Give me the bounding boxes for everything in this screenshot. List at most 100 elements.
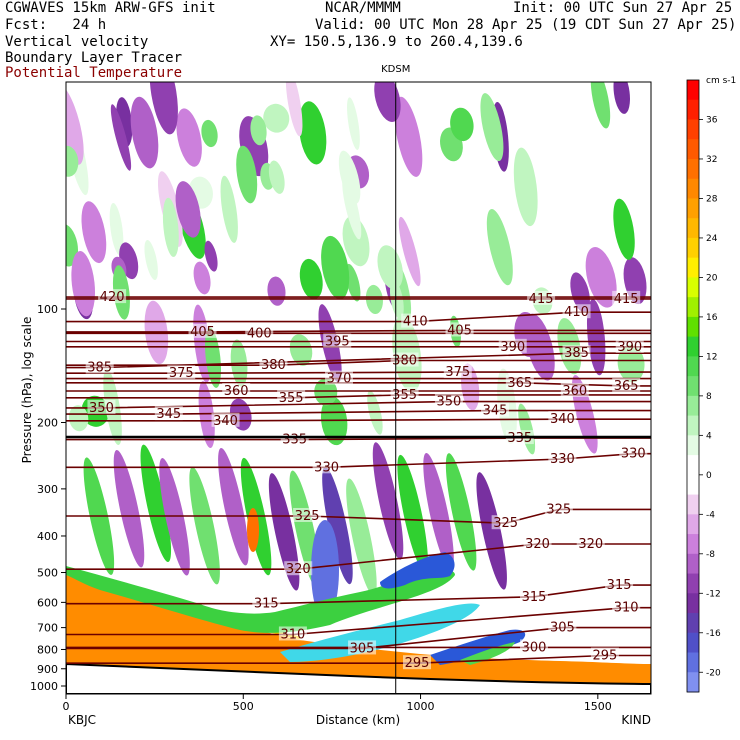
theta-label: 340 [213, 414, 238, 429]
colorbar-swatch [687, 395, 699, 417]
theta-contour [66, 329, 651, 333]
theta-label: 395 [325, 335, 350, 350]
theta-contour [66, 371, 651, 374]
y-tick-label: 100 [37, 303, 58, 316]
theta-label-bg [325, 370, 353, 385]
theta-label: 345 [156, 407, 181, 422]
field-potential-temperature: Potential Temperature [5, 65, 183, 81]
theta-label-bg [245, 325, 274, 340]
colorbar-label: -4 [706, 510, 715, 520]
velocity-cell [162, 197, 179, 257]
velocity-cell [450, 107, 474, 142]
velocity-cell [268, 160, 285, 194]
colorbar-label: -8 [706, 550, 715, 560]
theta-label-bg [403, 655, 431, 670]
theta-label: 360 [562, 384, 587, 399]
y-axis-label: Pressure (hPa), log scale [20, 317, 34, 464]
organization: NCAR/MMMM [325, 0, 401, 16]
potential-temperature-labels: 420 405 400 395 410 405 415 410 415 390 385 390 385 3… [85, 289, 648, 671]
colorbar-swatch [687, 80, 699, 101]
y-tick-label: 300 [37, 483, 58, 496]
velocity-cell [322, 466, 353, 585]
velocity-cell [342, 175, 362, 240]
model-title: CGWAVES 15km ARW-GFS init [5, 0, 216, 16]
velocity-cell [110, 104, 132, 171]
colorbar-swatch [687, 534, 699, 555]
velocity-cell [193, 261, 211, 295]
x-tick-label: 0 [63, 700, 70, 713]
theta-label: 405 [447, 323, 472, 338]
theta-label: 325 [295, 509, 320, 524]
theta-label: 320 [525, 537, 550, 552]
x-tick-label: 500 [233, 700, 254, 713]
theta-label-bg [211, 412, 240, 427]
theta-label-bg [523, 535, 552, 550]
velocity-cell [476, 472, 507, 590]
colorbar-swatch [687, 514, 699, 535]
surface-terrain [66, 662, 651, 694]
colorbar-label: 28 [706, 194, 718, 204]
x-axis-ticks: 0 500 1000 1500 [63, 694, 612, 713]
velocity-cell [204, 240, 218, 272]
theta-label-bg [612, 377, 641, 392]
colorbar-swatch [687, 119, 699, 140]
colorbar-label: 36 [706, 115, 718, 125]
velocity-cell [338, 150, 361, 204]
theta-contour [66, 311, 651, 323]
y-tick-label: 800 [37, 643, 58, 656]
station-label: KDSM [381, 64, 410, 75]
velocity-cell [220, 175, 238, 243]
theta-label: 310 [280, 627, 305, 642]
velocity-cell [68, 405, 89, 432]
theta-label-bg [323, 333, 352, 348]
velocity-cell [113, 449, 145, 568]
colorbar-swatch [687, 553, 699, 575]
theta-label: 380 [392, 354, 417, 369]
theta-label: 330 [621, 447, 646, 462]
theta-label-bg [562, 345, 591, 360]
theta-label: 415 [529, 292, 554, 307]
theta-label: 415 [614, 292, 639, 307]
y-tick-label: 1000 [30, 680, 58, 693]
theta-label-bg [98, 289, 127, 304]
velocity-cell [398, 216, 421, 287]
colorbar-swatch [687, 613, 699, 634]
colorbar-swatch [687, 316, 699, 338]
wave-streaks [66, 82, 647, 620]
colorbar-label: 12 [706, 352, 717, 362]
theta-label: 330 [550, 452, 575, 467]
theta-label: 330 [314, 460, 339, 475]
theta-label: 365 [614, 379, 639, 394]
theta-label: 360 [224, 384, 249, 399]
velocity-cell [445, 453, 477, 571]
theta-label: 385 [564, 346, 589, 361]
field-boundary-layer-tracer: Boundary Layer Tracer [5, 50, 183, 66]
velocity-cell [218, 447, 249, 566]
colorbar-swatch [687, 415, 699, 436]
velocity-cell [590, 82, 611, 129]
velocity-cell [176, 108, 202, 167]
y-tick-label: 700 [37, 622, 58, 635]
theta-label: 375 [445, 365, 470, 380]
theta-label-bg [284, 561, 313, 576]
colorbar [687, 80, 699, 693]
theta-label: 345 [483, 404, 508, 419]
theta-label: 355 [279, 391, 304, 406]
velocity-cell [236, 145, 258, 204]
theta-label-bg [590, 647, 619, 662]
velocity-cell [397, 454, 428, 573]
velocity-cell [144, 239, 158, 280]
theta-label-bg [280, 431, 309, 446]
theta-label-bg [188, 323, 217, 338]
theta-label-bg [615, 338, 644, 353]
theta-contour [66, 400, 651, 409]
velocity-cell [486, 209, 513, 286]
y-tick-label: 900 [37, 663, 58, 676]
theta-label-bg [548, 411, 577, 426]
colorbar-swatch [687, 178, 699, 199]
theta-label: 385 [87, 361, 112, 376]
colorbar-swatch [687, 573, 699, 594]
theta-label-bg [222, 382, 251, 397]
init-time: Init: 00 UTC Sun 27 Apr 25 [513, 0, 733, 16]
